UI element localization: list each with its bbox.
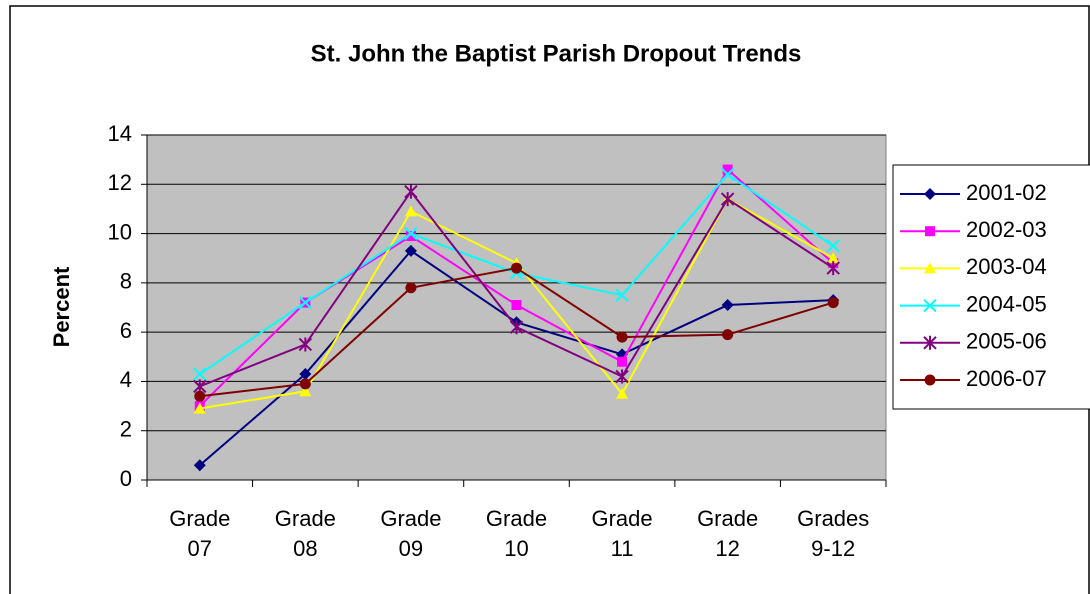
legend-label: 2003-04 — [966, 254, 1047, 279]
marker — [722, 164, 733, 175]
y-tick-label: 6 — [120, 318, 132, 343]
marker — [299, 368, 312, 381]
y-tick-label: 8 — [120, 269, 132, 294]
marker — [509, 320, 524, 335]
marker — [298, 337, 313, 352]
marker — [720, 167, 735, 182]
marker — [405, 231, 416, 242]
marker — [299, 378, 311, 390]
marker — [721, 299, 734, 312]
marker — [511, 262, 522, 274]
series — [193, 184, 840, 394]
marker — [923, 298, 937, 313]
marker — [617, 356, 628, 367]
y-tick-label: 2 — [120, 417, 132, 442]
marker — [194, 390, 206, 402]
marker — [923, 335, 937, 350]
legend-label: 2004-05 — [966, 291, 1047, 316]
x-tick-label: Grade 12 — [697, 506, 759, 561]
legend-label: 2002-03 — [966, 217, 1047, 242]
x-tick-label: Grade 08 — [274, 506, 336, 561]
marker — [404, 244, 417, 257]
y-tick-label: 12 — [108, 170, 132, 195]
legend-label: 2005-06 — [966, 329, 1047, 354]
marker — [615, 288, 629, 302]
x-tick-label: Grades 9-12 — [797, 506, 870, 561]
legend — [892, 164, 1090, 410]
marker — [827, 297, 839, 309]
marker — [299, 385, 312, 397]
legend-label: 2001-02 — [966, 180, 1047, 205]
marker — [720, 192, 735, 207]
marker — [826, 239, 840, 253]
marker — [616, 387, 629, 399]
marker — [404, 184, 418, 199]
y-tick-label: 14 — [108, 121, 132, 146]
marker — [924, 262, 936, 274]
marker — [404, 226, 418, 241]
marker — [924, 374, 936, 386]
marker — [405, 282, 417, 294]
x-tick-label: Grade 07 — [169, 506, 231, 561]
marker — [511, 300, 522, 311]
marker — [925, 226, 935, 237]
marker — [193, 459, 206, 472]
legend-label: 2006-07 — [966, 366, 1047, 391]
marker — [722, 329, 734, 341]
y-tick-label: 10 — [108, 219, 132, 244]
x-tick-label: Grade 11 — [591, 506, 653, 561]
y-tick-label: 0 — [120, 466, 132, 491]
y-axis-label: Percent — [49, 266, 74, 347]
marker — [827, 252, 840, 264]
x-tick-label: Grade 10 — [485, 506, 548, 561]
marker — [616, 331, 628, 343]
marker — [193, 402, 206, 414]
chart-title: St. John the Baptist Parish Dropout Tren… — [311, 40, 802, 67]
x-tick-label: Grade 09 — [380, 506, 442, 561]
series — [194, 262, 839, 402]
marker — [193, 367, 207, 381]
marker — [924, 188, 936, 200]
marker — [615, 369, 629, 384]
marker — [298, 295, 313, 310]
y-tick-label: 4 — [120, 367, 132, 392]
marker — [404, 205, 417, 217]
marker — [826, 261, 840, 276]
